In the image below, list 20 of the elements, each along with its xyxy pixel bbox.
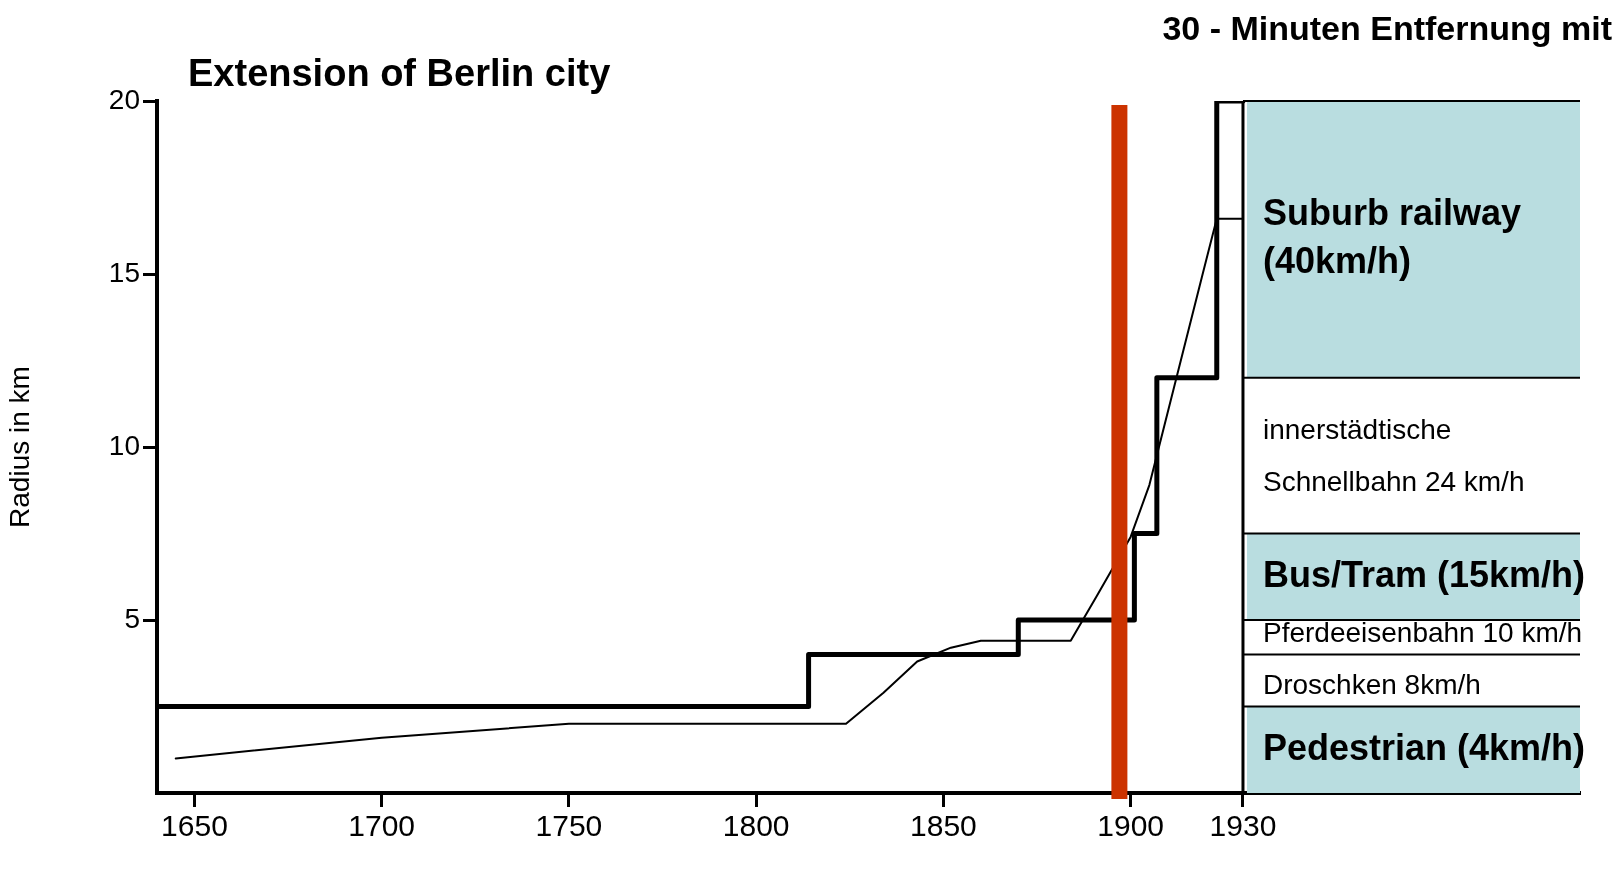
chart-title: Extension of Berlin city <box>188 52 611 94</box>
y-axis-title: Radius in km <box>3 366 35 528</box>
x-tick-label: 1850 <box>910 809 977 843</box>
x-tick-label: 1700 <box>348 809 416 843</box>
x-tick-label: 1800 <box>722 809 790 843</box>
ref-line-label: innerstädtische Schnellbahn 24 km/h <box>1262 414 1525 498</box>
text: 30 - Minuten Entfernung mit <box>1162 9 1612 47</box>
x-tick-label: 1650 <box>161 809 228 843</box>
y-tick-label: 20 <box>108 83 140 115</box>
ref-line-label: Pferdeeisenbahn 10 km/h <box>1262 617 1583 649</box>
x-tick-label: 1750 <box>535 809 603 843</box>
band-label: Pedestrian (4km/h) <box>1262 726 1586 768</box>
x-tick-label: 1900 <box>1097 809 1165 843</box>
x-tick-label: 1930 <box>1209 809 1277 843</box>
y-tick-label: 5 <box>124 602 140 634</box>
y-tick-label: 10 <box>108 429 140 461</box>
band-label: Bus/Tram (15km/h) <box>1262 553 1586 595</box>
y-tick-label: 15 <box>108 256 140 288</box>
band-label: Suburb railway (40km/h) <box>1262 192 1522 282</box>
ref-line-label: Droschken 8km/h <box>1262 669 1481 701</box>
